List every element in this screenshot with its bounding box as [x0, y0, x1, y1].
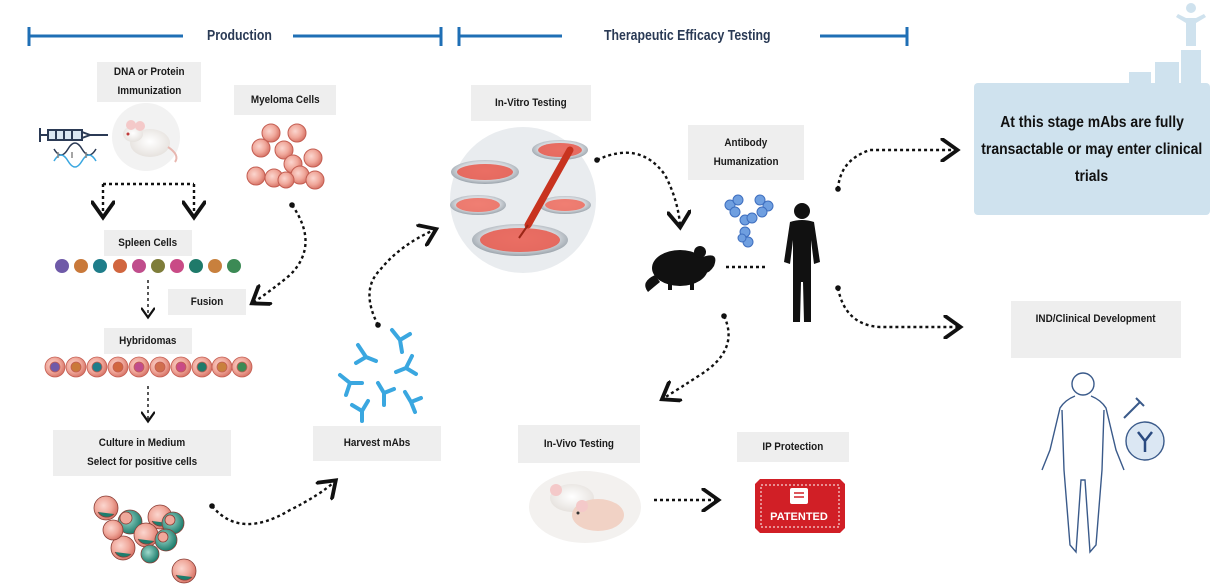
label-dna-line2: Immunization	[117, 85, 181, 97]
petri-dish-icon	[450, 127, 596, 273]
patent-stamp-icon: PATENTED	[755, 479, 845, 533]
callout-line3: trials	[1075, 167, 1109, 185]
label-humanization-line2: Humanization	[713, 155, 779, 168]
section-title-production: Production	[207, 27, 272, 44]
humanized-antibody-icon	[724, 194, 774, 248]
syringe-icon	[39, 128, 108, 142]
section-title-therapeutic: Therapeutic Efficacy Testing	[604, 27, 771, 44]
mouse-icon	[112, 103, 180, 171]
label-dna-line1: DNA or Protein	[113, 66, 185, 78]
label-invivo: In-Vivo Testing	[518, 425, 640, 463]
label-culture-line1: Culture in Medium	[98, 437, 186, 449]
connector-dots	[209, 157, 841, 509]
invivo-mice-icon	[529, 471, 641, 543]
myeloma-cells-icon	[246, 123, 325, 190]
label-hybridomas: Hybridomas	[104, 328, 192, 354]
label-myeloma: Myeloma Cells	[234, 85, 336, 115]
antibody-icon	[338, 328, 423, 423]
label-culture: Culture in Medium Select for positive ce…	[53, 430, 231, 476]
label-humanization-line1: Antibody	[724, 136, 768, 149]
label-invitro: In-Vitro Testing	[471, 85, 591, 121]
clinical-patient-icon	[1041, 372, 1165, 554]
label-spleen: Spleen Cells	[104, 230, 192, 256]
hybridomas-row	[44, 356, 253, 378]
rat-silhouette-icon	[645, 246, 716, 292]
human-silhouette-icon	[784, 203, 820, 322]
culture-cells-icon	[93, 495, 197, 584]
callout-line1: At this stage mAbs are fully	[1000, 113, 1184, 131]
label-humanization: Antibody Humanization	[688, 125, 804, 180]
label-harvest: Harvest mAbs	[313, 426, 441, 461]
label-dna-immunization: DNA or Protein Immunization	[97, 62, 201, 102]
production-bracket	[27, 27, 443, 46]
spleen-cells-row	[55, 259, 241, 273]
therapeutic-bracket	[457, 27, 909, 46]
flow-connectors	[103, 150, 958, 526]
label-culture-line2: Select for positive cells	[86, 456, 198, 468]
label-ip: IP Protection	[737, 432, 849, 462]
callout-line2: transactable or may enter clinical	[981, 140, 1203, 158]
mabs-callout: At this stage mAbs are fully transactabl…	[974, 83, 1210, 215]
label-fusion: Fusion	[168, 289, 246, 315]
patent-stamp-text: PATENTED	[770, 511, 828, 523]
label-ind: IND/Clinical Development	[1011, 301, 1181, 358]
success-building-icon	[1129, 3, 1206, 84]
dna-icon	[53, 142, 97, 168]
